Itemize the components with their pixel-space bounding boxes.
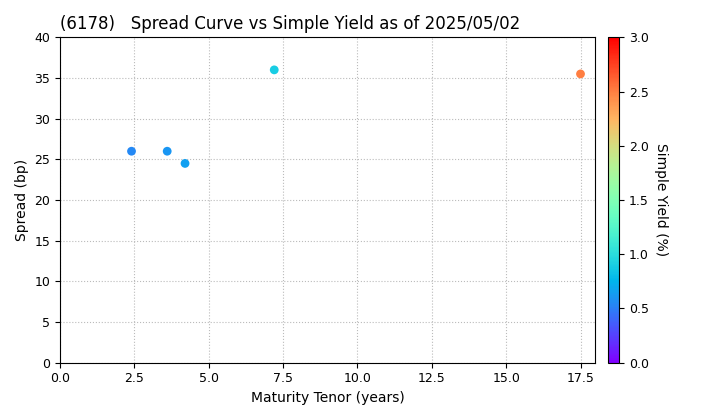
Y-axis label: Simple Yield (%): Simple Yield (%)	[654, 144, 668, 257]
Text: (6178)   Spread Curve vs Simple Yield as of 2025/05/02: (6178) Spread Curve vs Simple Yield as o…	[60, 15, 521, 33]
Point	[269, 66, 280, 73]
Point	[126, 148, 138, 155]
Point	[179, 160, 191, 167]
X-axis label: Maturity Tenor (years): Maturity Tenor (years)	[251, 391, 405, 405]
Point	[161, 148, 173, 155]
Y-axis label: Spread (bp): Spread (bp)	[15, 159, 29, 241]
Point	[575, 71, 586, 77]
